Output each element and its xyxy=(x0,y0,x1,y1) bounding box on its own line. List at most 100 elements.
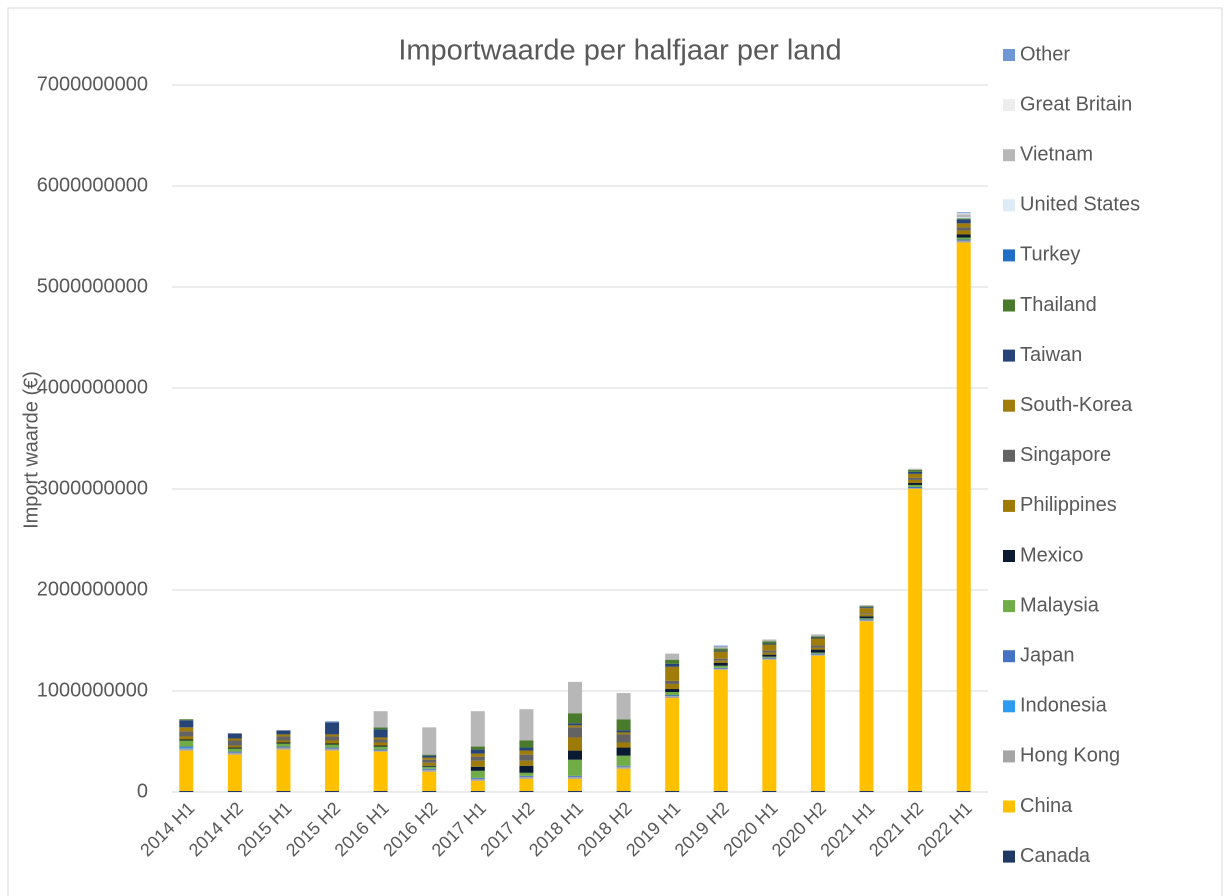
legend-swatch xyxy=(1003,650,1015,663)
legend-swatch xyxy=(1003,550,1015,562)
bar-segment xyxy=(665,653,680,660)
bar-segment xyxy=(519,760,534,766)
bar-segment xyxy=(616,719,631,731)
bar-segment xyxy=(179,740,194,747)
bar-segment xyxy=(616,732,631,735)
bar-segment xyxy=(470,749,485,754)
bar-segment xyxy=(568,727,582,738)
legend-label: Mexico xyxy=(1020,544,1083,566)
bar-segment xyxy=(762,790,777,792)
bar-segment xyxy=(665,666,680,681)
bar-segment xyxy=(810,653,825,655)
bar-segment xyxy=(713,667,728,669)
bar-segment xyxy=(713,660,728,663)
bar-segment xyxy=(470,746,485,750)
bar-segment xyxy=(568,681,582,714)
bar-segment xyxy=(325,744,340,748)
y-tick-label: 4000000000 xyxy=(37,376,148,398)
bar-segment xyxy=(665,663,680,667)
bar-segment xyxy=(956,230,971,235)
bar-segment xyxy=(616,734,631,743)
bar-segment xyxy=(227,790,242,792)
bar-segment xyxy=(762,658,777,660)
bar-segment xyxy=(422,762,437,766)
bar-segment xyxy=(325,747,340,749)
y-tick-label: 2000000000 xyxy=(37,578,148,600)
chart-title: Importwaarde per halfjaar per land xyxy=(398,35,841,67)
bar-segment xyxy=(908,489,923,791)
bar-segment xyxy=(713,790,728,792)
bar-segment xyxy=(373,745,388,747)
bar-segment xyxy=(859,621,874,791)
chart-frame xyxy=(7,7,1223,896)
bar-segment xyxy=(179,731,194,737)
bar-segment xyxy=(470,770,485,778)
legend-swatch xyxy=(1003,399,1015,412)
bar-segment xyxy=(859,606,874,608)
legend-label: Other xyxy=(1020,43,1070,65)
bar-segment xyxy=(762,654,777,657)
bar-segment xyxy=(179,719,194,721)
bar-segment xyxy=(713,668,728,670)
bar-segment xyxy=(325,790,340,792)
bar-segment xyxy=(859,605,874,607)
bar-segment xyxy=(568,790,582,792)
bar-segment xyxy=(616,747,631,756)
bar-segment xyxy=(713,658,728,661)
bar-segment xyxy=(179,750,194,791)
bar-segment xyxy=(179,727,194,732)
bar-segment xyxy=(373,727,388,730)
y-tick-label: 0 xyxy=(137,780,148,802)
bar-segment xyxy=(422,757,437,760)
bar-segment xyxy=(179,720,194,728)
legend-swatch xyxy=(1003,700,1015,713)
bar-segment xyxy=(859,608,874,614)
bar-segment xyxy=(325,750,340,791)
legend-label: Vietnam xyxy=(1020,143,1093,165)
bar-segment xyxy=(325,734,340,737)
bar-segment xyxy=(810,636,825,638)
legend-swatch xyxy=(1003,449,1015,462)
bar-segment xyxy=(373,739,388,743)
bar-segment xyxy=(762,641,777,644)
bar-segment xyxy=(956,212,971,214)
bar-segment xyxy=(713,648,728,651)
bar-segment xyxy=(568,775,582,777)
legend-label: United States xyxy=(1020,194,1140,216)
bar-segment xyxy=(616,765,631,767)
bar-segment xyxy=(762,659,777,791)
y-tick-label: 5000000000 xyxy=(37,275,148,297)
bar-segment xyxy=(519,709,534,741)
bar-segment xyxy=(422,790,437,792)
bar-segment xyxy=(276,742,291,744)
bar-segment xyxy=(276,747,291,750)
legend-label: Singapore xyxy=(1020,444,1111,466)
bar-segment xyxy=(373,746,388,750)
bar-segment xyxy=(908,468,923,470)
bar-segment xyxy=(373,790,388,792)
legend-swatch xyxy=(1003,600,1015,613)
legend-label: South-Korea xyxy=(1020,394,1133,416)
bar-segment xyxy=(665,698,680,791)
bar-segment xyxy=(616,730,631,733)
bar-segment xyxy=(810,655,825,791)
bar-segment xyxy=(568,737,582,751)
bar-segment xyxy=(227,745,242,748)
bar-segment xyxy=(616,768,631,791)
bar-segment xyxy=(325,736,340,741)
bar-segment xyxy=(908,471,923,474)
bar-segment xyxy=(762,639,777,642)
bar-segment xyxy=(956,242,971,791)
bar-segment xyxy=(908,486,923,488)
bar-segment xyxy=(179,739,194,741)
bar-segment xyxy=(373,737,388,740)
bar-segment xyxy=(179,748,194,751)
bar-segment xyxy=(470,753,485,757)
legend-label: China xyxy=(1020,795,1073,817)
bar-segment xyxy=(616,693,631,720)
bar-segment xyxy=(373,751,388,791)
bar-segment xyxy=(227,733,242,739)
bar-segment xyxy=(179,747,194,749)
bar-segment xyxy=(470,778,485,781)
bar-segment xyxy=(568,723,582,726)
